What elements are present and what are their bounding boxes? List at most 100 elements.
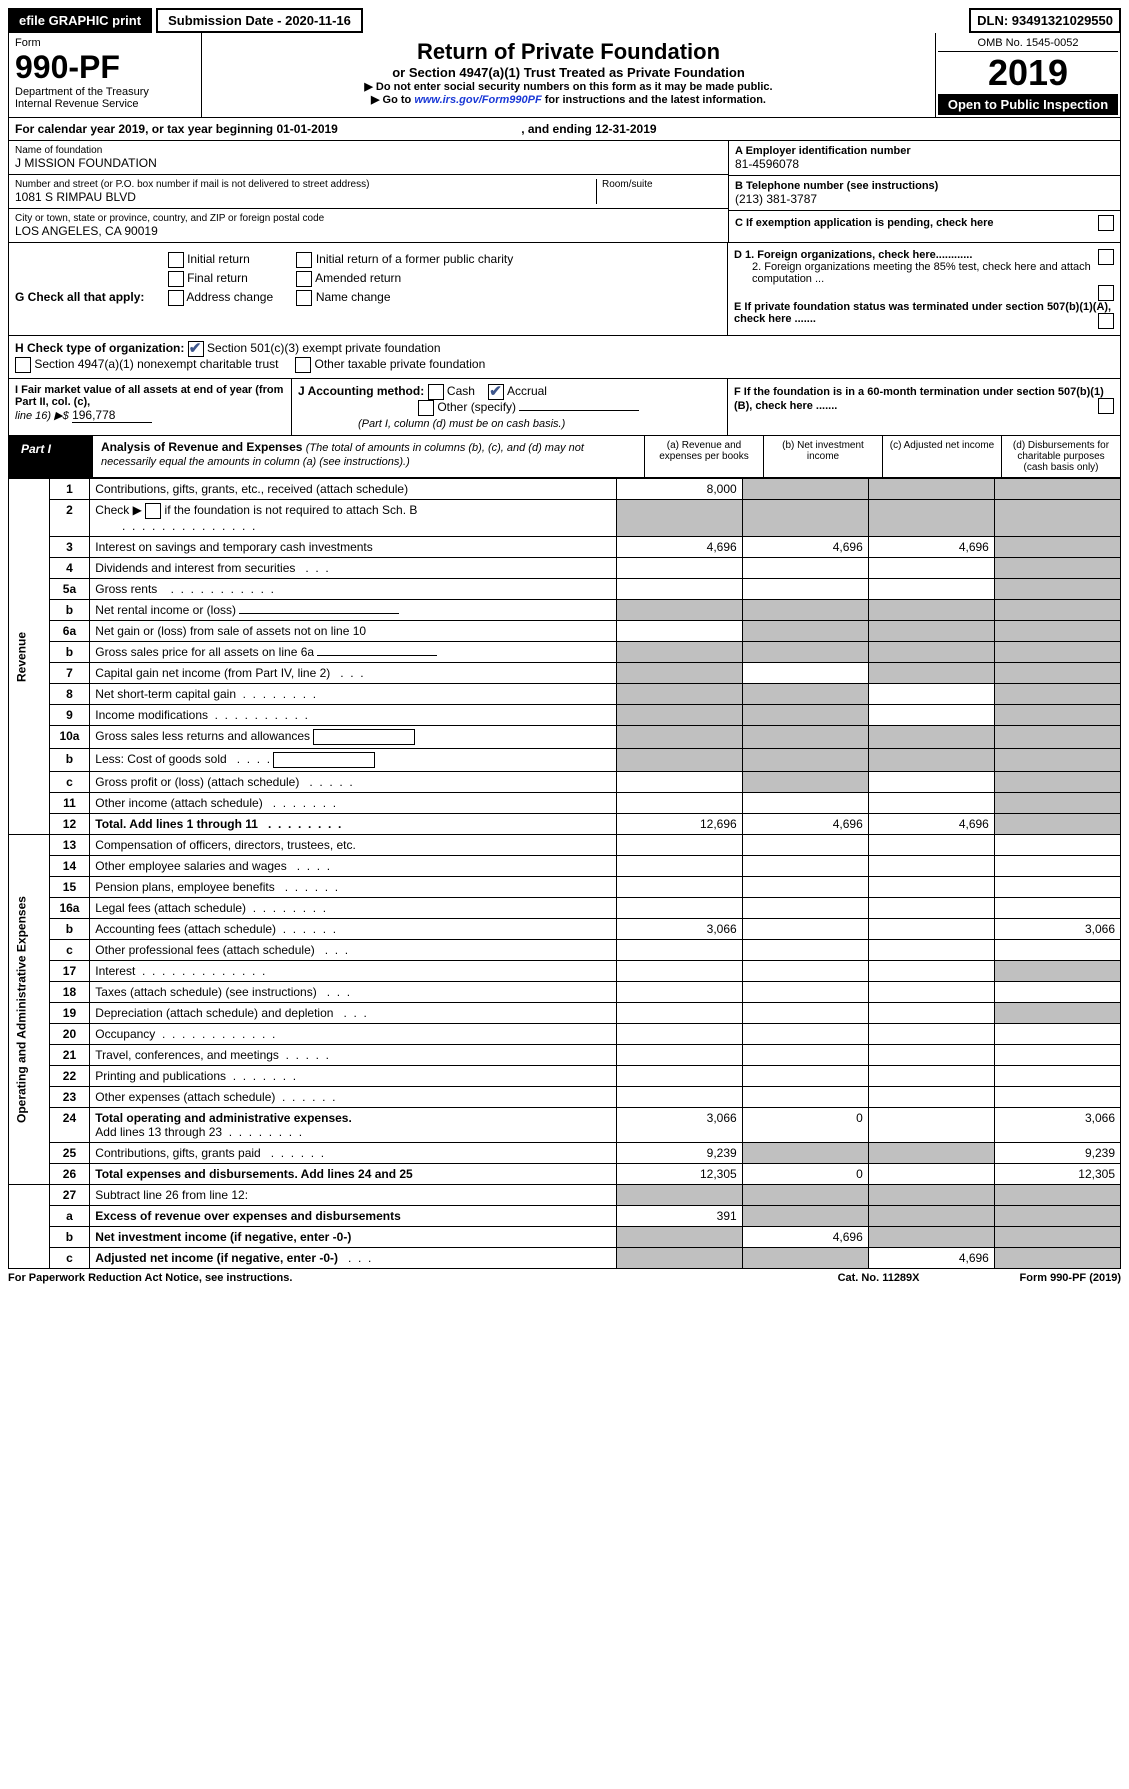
header-middle: Return of Private Foundation or Section … bbox=[202, 33, 935, 117]
table-row: 14Other employee salaries and wages . . … bbox=[9, 856, 1121, 877]
table-row: 15Pension plans, employee benefits . . .… bbox=[9, 877, 1121, 898]
phone-value: (213) 381-3787 bbox=[735, 192, 1114, 206]
table-row: 10aGross sales less returns and allowanc… bbox=[9, 726, 1121, 749]
table-row: Operating and Administrative Expenses 13… bbox=[9, 835, 1121, 856]
section-d-e: D 1. Foreign organizations, check here..… bbox=[728, 243, 1120, 335]
initial-public-checkbox[interactable] bbox=[296, 252, 312, 268]
col-a-header: (a) Revenue and expenses per books bbox=[645, 436, 764, 477]
table-row: bAccounting fees (attach schedule) . . .… bbox=[9, 919, 1121, 940]
fmv-value: 196,778 bbox=[72, 408, 152, 423]
d2-checkbox[interactable] bbox=[1098, 285, 1114, 301]
table-row: 2 Check ▶ if the foundation is not requi… bbox=[9, 500, 1121, 537]
city-row: City or town, state or province, country… bbox=[9, 209, 728, 242]
part1-label: Part I bbox=[9, 436, 93, 477]
address-change-checkbox[interactable] bbox=[168, 290, 184, 306]
table-row: 22Printing and publications . . . . . . … bbox=[9, 1066, 1121, 1087]
501c3-checkbox[interactable] bbox=[188, 341, 204, 357]
exemption-row: C If exemption application is pending, c… bbox=[729, 211, 1120, 233]
main-table: Revenue 1 Contributions, gifts, grants, … bbox=[8, 478, 1121, 1269]
revenue-side-label: Revenue bbox=[9, 479, 50, 835]
col-d-header: (d) Disbursements for charitable purpose… bbox=[1002, 436, 1120, 477]
table-row: 6aNet gain or (loss) from sale of assets… bbox=[9, 621, 1121, 642]
section-h: H Check type of organization: Section 50… bbox=[8, 336, 1121, 379]
table-row: cAdjusted net income (if negative, enter… bbox=[9, 1248, 1121, 1269]
amended-checkbox[interactable] bbox=[296, 271, 312, 287]
table-row: 7Capital gain net income (from Part IV, … bbox=[9, 663, 1121, 684]
table-row: 20Occupancy . . . . . . . . . . . . bbox=[9, 1024, 1121, 1045]
ein-row: A Employer identification number 81-4596… bbox=[729, 141, 1120, 176]
form-label: Form bbox=[15, 37, 195, 49]
table-row: cOther professional fees (attach schedul… bbox=[9, 940, 1121, 961]
table-row: bGross sales price for all assets on lin… bbox=[9, 642, 1121, 663]
expenses-side-label: Operating and Administrative Expenses bbox=[9, 835, 50, 1185]
footer-left: For Paperwork Reduction Act Notice, see … bbox=[8, 1272, 292, 1284]
form-header: Form 990-PF Department of the Treasury I… bbox=[8, 33, 1121, 118]
e-checkbox[interactable] bbox=[1098, 313, 1114, 329]
form-link[interactable]: www.irs.gov/Form990PF bbox=[414, 94, 541, 106]
header-right: OMB No. 1545-0052 2019 Open to Public In… bbox=[935, 33, 1120, 117]
section-ij: I Fair market value of all assets at end… bbox=[8, 379, 1121, 436]
table-row: 16aLegal fees (attach schedule) . . . . … bbox=[9, 898, 1121, 919]
final-return-checkbox[interactable] bbox=[168, 271, 184, 287]
submission-date: Submission Date - 2020-11-16 bbox=[156, 8, 363, 33]
4947-checkbox[interactable] bbox=[15, 357, 31, 373]
table-row: bNet rental income or (loss) bbox=[9, 600, 1121, 621]
form-number: 990-PF bbox=[15, 49, 195, 86]
street-address: 1081 S RIMPAU BLVD bbox=[15, 190, 596, 204]
table-row: 12Total. Add lines 1 through 11 . . . . … bbox=[9, 814, 1121, 835]
section-f: F If the foundation is in a 60-month ter… bbox=[728, 379, 1120, 435]
cash-checkbox[interactable] bbox=[428, 384, 444, 400]
schb-checkbox[interactable] bbox=[145, 503, 161, 519]
table-row: 8Net short-term capital gain . . . . . .… bbox=[9, 684, 1121, 705]
dept-line1: Department of the Treasury bbox=[15, 86, 195, 98]
footer-mid: Cat. No. 11289X bbox=[838, 1272, 920, 1284]
header-left: Form 990-PF Department of the Treasury I… bbox=[9, 33, 202, 117]
table-row: 27Subtract line 26 from line 12: bbox=[9, 1185, 1121, 1206]
initial-return-checkbox[interactable] bbox=[168, 252, 184, 268]
table-row: 24Total operating and administrative exp… bbox=[9, 1108, 1121, 1143]
efile-button[interactable]: efile GRAPHIC print bbox=[8, 8, 152, 33]
part1-header: Part I Analysis of Revenue and Expenses … bbox=[8, 436, 1121, 478]
table-row: 18Taxes (attach schedule) (see instructi… bbox=[9, 982, 1121, 1003]
table-row: cGross profit or (loss) (attach schedule… bbox=[9, 772, 1121, 793]
exemption-checkbox[interactable] bbox=[1098, 215, 1114, 231]
table-row: Revenue 1 Contributions, gifts, grants, … bbox=[9, 479, 1121, 500]
page-footer: For Paperwork Reduction Act Notice, see … bbox=[8, 1269, 1121, 1287]
info-right-col: A Employer identification number 81-4596… bbox=[729, 141, 1120, 242]
name-change-checkbox[interactable] bbox=[296, 290, 312, 306]
table-row: bLess: Cost of goods sold . . . . bbox=[9, 749, 1121, 772]
d1-checkbox[interactable] bbox=[1098, 249, 1114, 265]
section-i: I Fair market value of all assets at end… bbox=[9, 379, 292, 435]
f-checkbox[interactable] bbox=[1098, 398, 1114, 414]
table-row: 5aGross rents . . . . . . . . . . . bbox=[9, 579, 1121, 600]
city-state-zip: LOS ANGELES, CA 90019 bbox=[15, 224, 722, 238]
info-left-col: Name of foundation J MISSION FOUNDATION … bbox=[9, 141, 729, 242]
dept-line2: Internal Revenue Service bbox=[15, 98, 195, 110]
room-label: Room/suite bbox=[602, 179, 722, 190]
calendar-year-row: For calendar year 2019, or tax year begi… bbox=[8, 118, 1121, 141]
accrual-checkbox[interactable] bbox=[488, 384, 504, 400]
omb-number: OMB No. 1545-0052 bbox=[938, 35, 1118, 52]
table-row: bNet investment income (if negative, ent… bbox=[9, 1227, 1121, 1248]
top-bar: efile GRAPHIC print Submission Date - 20… bbox=[8, 8, 1121, 33]
table-row: 4Dividends and interest from securities … bbox=[9, 558, 1121, 579]
address-row: Number and street (or P.O. box number if… bbox=[9, 175, 728, 209]
table-row: aExcess of revenue over expenses and dis… bbox=[9, 1206, 1121, 1227]
form-subtitle: or Section 4947(a)(1) Trust Treated as P… bbox=[208, 65, 929, 80]
info-grid: Name of foundation J MISSION FOUNDATION … bbox=[8, 141, 1121, 243]
inspection-label: Open to Public Inspection bbox=[938, 94, 1118, 115]
dln-text: DLN: 93491321029550 bbox=[969, 8, 1121, 33]
table-row: 11Other income (attach schedule) . . . .… bbox=[9, 793, 1121, 814]
col-c-header: (c) Adjusted net income bbox=[883, 436, 1002, 477]
table-row: 25Contributions, gifts, grants paid . . … bbox=[9, 1143, 1121, 1164]
note-2: ▶ Go to www.irs.gov/Form990PF for instru… bbox=[208, 93, 929, 106]
other-method-checkbox[interactable] bbox=[418, 400, 434, 416]
phone-row: B Telephone number (see instructions) (2… bbox=[729, 176, 1120, 211]
tax-year: 2019 bbox=[938, 52, 1118, 94]
other-taxable-checkbox[interactable] bbox=[295, 357, 311, 373]
name-row: Name of foundation J MISSION FOUNDATION bbox=[9, 141, 728, 175]
section-g-left: G Check all that apply: Initial return F… bbox=[9, 243, 728, 335]
foundation-name: J MISSION FOUNDATION bbox=[15, 156, 722, 170]
section-j: J Accounting method: Cash Accrual Other … bbox=[292, 379, 728, 435]
ein-value: 81-4596078 bbox=[735, 157, 1114, 171]
